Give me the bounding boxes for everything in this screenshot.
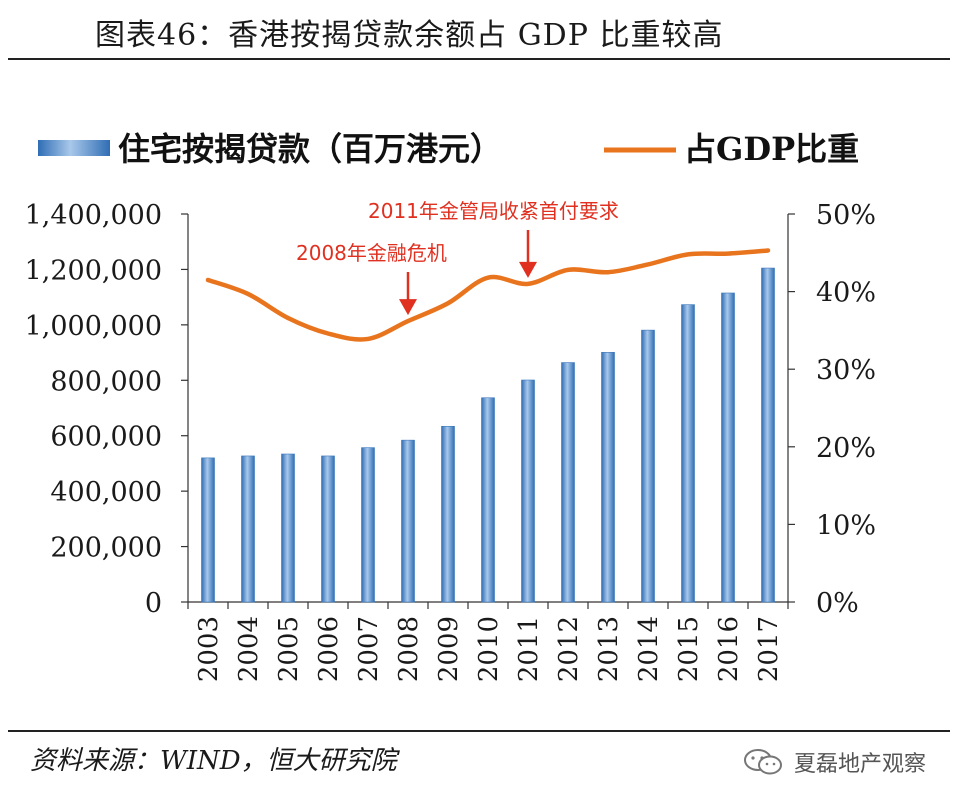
x-tick-label: 2015 — [674, 616, 704, 682]
annotation-label: 2011年金管局收紧首付要求 — [368, 199, 619, 223]
left-tick-label: 1,000,000 — [25, 311, 162, 342]
chart: 住宅按揭贷款（百万港元） 占GDP比重 0 200,000 400,000 600,0… — [25, 130, 876, 682]
right-tick-label: 10% — [816, 510, 876, 541]
axes: 0 200,000 400,000 600,000 800,000 1,000,000 1,… — [25, 200, 876, 682]
bar — [761, 267, 775, 603]
bars — [201, 267, 775, 603]
annotation-label: 2008年金融危机 — [296, 241, 447, 265]
bar — [481, 397, 495, 603]
x-tick-label: 2010 — [474, 616, 504, 682]
left-tick-label: 200,000 — [50, 533, 162, 564]
bar — [721, 292, 735, 603]
left-tick-label: 1,200,000 — [25, 255, 162, 286]
bar — [521, 379, 535, 603]
legend: 住宅按揭贷款（百万港元） 占GDP比重 — [38, 130, 859, 168]
right-tick-label: 50% — [816, 200, 876, 231]
bar — [561, 362, 575, 603]
page-title: 图表46：香港按揭贷款余额占 GDP 比重较高 — [95, 18, 724, 53]
footer-divider — [8, 730, 950, 732]
x-tick-label: 2009 — [434, 616, 464, 682]
bar — [201, 457, 215, 603]
line-layer — [205, 248, 771, 342]
bar — [681, 304, 695, 603]
x-tick-label: 2003 — [194, 616, 224, 682]
annotations: 2008年金融危机 2011年金管局收紧首付要求 — [296, 199, 619, 316]
x-tick-label: 2016 — [714, 616, 744, 682]
annotation-arrow-head — [399, 299, 417, 316]
right-tick-label: 30% — [816, 355, 876, 386]
legend-bar-swatch — [38, 140, 110, 156]
title-divider — [8, 58, 950, 60]
bar — [601, 351, 615, 603]
right-tick-label: 0% — [816, 588, 859, 619]
source-note: 资料来源：WIND，恒大研究院 — [30, 746, 397, 776]
left-tick-label: 600,000 — [50, 422, 162, 453]
bar — [321, 455, 335, 603]
x-tick-label: 2012 — [554, 616, 584, 682]
bar — [281, 453, 295, 603]
x-tick-label: 2011 — [514, 616, 544, 682]
left-tick-label: 400,000 — [50, 477, 162, 508]
left-tick-label: 0 — [145, 588, 162, 619]
left-tick-label: 1,400,000 — [25, 200, 162, 231]
bar — [441, 425, 455, 603]
watermark-text: 夏磊地产观察 — [794, 752, 927, 777]
bar — [361, 447, 375, 603]
gdp-ratio-line — [205, 248, 771, 342]
x-tick-label: 2005 — [274, 616, 304, 682]
x-tick-label: 2004 — [234, 616, 264, 682]
x-tick-label: 2007 — [354, 616, 384, 682]
bar — [401, 439, 415, 603]
bar — [241, 455, 255, 603]
x-tick-label: 2008 — [394, 616, 424, 682]
bar — [641, 329, 655, 603]
annotation-arrow-head — [519, 261, 537, 278]
left-tick-label: 800,000 — [50, 366, 162, 397]
right-tick-label: 40% — [816, 278, 876, 309]
wechat-icon — [744, 749, 782, 775]
x-tick-label: 2014 — [634, 616, 664, 682]
right-tick-label: 20% — [816, 433, 876, 464]
legend-bar-label: 住宅按揭贷款（百万港元） — [118, 130, 502, 168]
x-tick-label: 2006 — [314, 616, 344, 682]
x-tick-label: 2017 — [754, 616, 784, 682]
x-tick-label: 2013 — [594, 616, 624, 682]
legend-line-label: 占GDP比重 — [684, 130, 859, 168]
watermark: 夏磊地产观察 — [742, 746, 926, 778]
